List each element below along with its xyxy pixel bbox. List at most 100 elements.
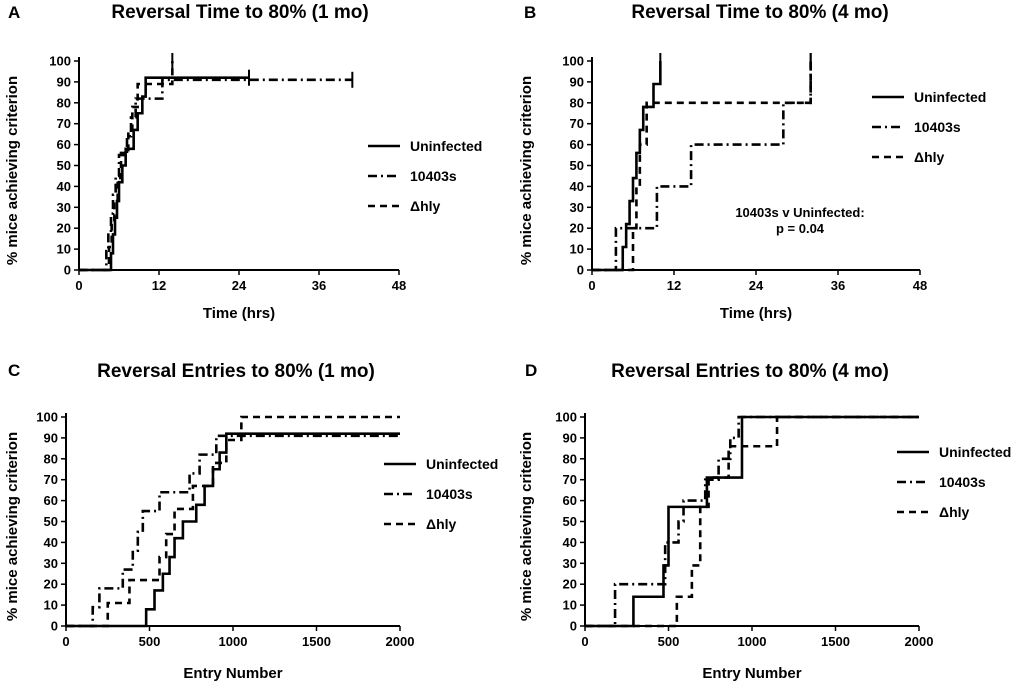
x-tick-label: 36	[831, 278, 845, 293]
y-tick-label: 90	[563, 430, 577, 445]
series-line-dhly	[585, 415, 919, 628]
y-tick-label: 20	[570, 221, 584, 236]
x-tick-label: 48	[392, 278, 406, 293]
x-tick-label: 24	[232, 278, 247, 293]
y-tick-label: 60	[44, 493, 58, 508]
y-tick-label: 0	[577, 263, 584, 278]
x-tick-label: 500	[658, 634, 680, 649]
y-tick-label: 90	[570, 74, 584, 89]
y-tick-label: 40	[57, 179, 71, 194]
y-tick-label: 50	[44, 514, 58, 529]
legend-label: Uninfected	[914, 89, 986, 105]
y-tick-label: 10	[563, 598, 577, 613]
x-tick-label: 2000	[905, 634, 934, 649]
y-tick-label: 10	[570, 242, 584, 257]
y-tick-label: 60	[570, 137, 584, 152]
y-tick-label: 40	[570, 179, 584, 194]
y-tick-label: 20	[44, 577, 58, 592]
x-tick-label: 1500	[821, 634, 850, 649]
panel-label: C	[8, 361, 20, 380]
x-tick-label: 0	[581, 634, 588, 649]
legend-label: 10403s	[914, 119, 961, 135]
legend-label: Δhly	[939, 504, 970, 520]
panel-label: A	[8, 3, 20, 22]
x-tick-label: 24	[749, 278, 764, 293]
x-axis-label: Entry Number	[702, 665, 801, 682]
x-tick-label: 0	[75, 278, 82, 293]
series-line-uninfected	[79, 76, 249, 272]
panel-d: D Reversal Entries to 80% (4 mo) 0 500 1000 1…	[518, 361, 1011, 682]
y-tick-label: 0	[64, 263, 71, 278]
y-tick-label: 80	[44, 451, 58, 466]
x-tick-label: 12	[667, 278, 681, 293]
series-line-uninfected	[592, 61, 662, 272]
y-tick-label: 80	[57, 95, 71, 110]
stats-annotation: 10403s v Uninfected:	[735, 205, 864, 220]
x-tick-label: 1000	[219, 634, 248, 649]
y-tick-label: 100	[36, 410, 58, 425]
y-tick-label: 30	[44, 556, 58, 571]
y-tick-label: 90	[57, 74, 71, 89]
series-line-dhly	[592, 61, 812, 272]
series-line-dhly	[66, 415, 400, 628]
x-tick-label: 1500	[302, 634, 331, 649]
x-axis-label: Time (hrs)	[720, 305, 792, 322]
y-tick-label: 60	[57, 137, 71, 152]
legend-label: Uninfected	[939, 444, 1011, 460]
series-line-10403s	[66, 434, 400, 628]
y-tick-label: 90	[44, 430, 58, 445]
y-tick-label: 100	[555, 410, 577, 425]
panel-a: A Reversal Time to 80% (1 mo) 0 12 24 36 48 0 10…	[4, 2, 482, 322]
y-axis-label: % mice achieving criterion	[4, 432, 21, 621]
x-tick-label: 1000	[738, 634, 767, 649]
y-axis-label: % mice achieving criterion	[518, 432, 535, 621]
y-tick-label: 30	[57, 200, 71, 215]
x-tick-label: 2000	[386, 634, 415, 649]
panel-label: D	[525, 361, 537, 380]
y-tick-label: 70	[57, 116, 71, 131]
y-tick-label: 40	[44, 535, 58, 550]
y-axis-label: % mice achieving criterion	[4, 76, 21, 265]
x-axis-label: Entry Number	[183, 665, 282, 682]
series-line-uninfected	[585, 415, 919, 628]
panel-c: C Reversal Entries to 80% (1 mo)0 500 1000 1…	[4, 361, 498, 682]
y-tick-label: 20	[563, 577, 577, 592]
series-line-10403s	[592, 61, 812, 272]
x-axis-label: Time (hrs)	[203, 305, 275, 322]
y-tick-label: 50	[570, 158, 584, 173]
y-tick-label: 10	[57, 242, 71, 257]
y-tick-label: 40	[563, 535, 577, 550]
legend-label: Δhly	[410, 198, 441, 214]
series-line-10403s	[585, 415, 919, 628]
legend-label: 10403s	[939, 474, 986, 490]
y-tick-label: 80	[570, 95, 584, 110]
chart-title: Reversal Entries to 80% (1 mo)	[97, 361, 375, 382]
legend-label: Uninfected	[426, 456, 498, 472]
x-tick-label: 0	[62, 634, 69, 649]
y-tick-label: 10	[44, 598, 58, 613]
y-tick-label: 70	[570, 116, 584, 131]
x-tick-label: 12	[152, 278, 166, 293]
y-tick-label: 20	[57, 221, 71, 236]
legend-label: 10403s	[426, 486, 473, 502]
y-tick-label: 0	[51, 619, 58, 634]
y-tick-label: 100	[562, 54, 584, 69]
chart-title: Reversal Time to 80% (4 mo)	[631, 2, 888, 23]
y-axis-label: % mice achieving criterion	[518, 76, 535, 265]
legend-label: Δhly	[426, 516, 457, 532]
y-tick-label: 60	[563, 493, 577, 508]
y-tick-label: 80	[563, 451, 577, 466]
x-tick-label: 48	[913, 278, 927, 293]
y-tick-label: 70	[563, 472, 577, 487]
panel-b: B Reversal Time to 80% (4 mo) 0 12 24 36 48 0 10…	[518, 2, 986, 322]
y-tick-label: 30	[570, 200, 584, 215]
chart-title: Reversal Entries to 80% (4 mo)	[611, 361, 889, 382]
panel-label: B	[524, 3, 536, 22]
legend-label: 10403s	[410, 168, 457, 184]
y-tick-label: 100	[49, 54, 71, 69]
series-line-uninfected	[66, 432, 400, 628]
x-tick-label: 36	[312, 278, 326, 293]
series-line-dhly	[79, 61, 174, 272]
x-tick-label: 500	[139, 634, 161, 649]
y-tick-label: 70	[44, 472, 58, 487]
